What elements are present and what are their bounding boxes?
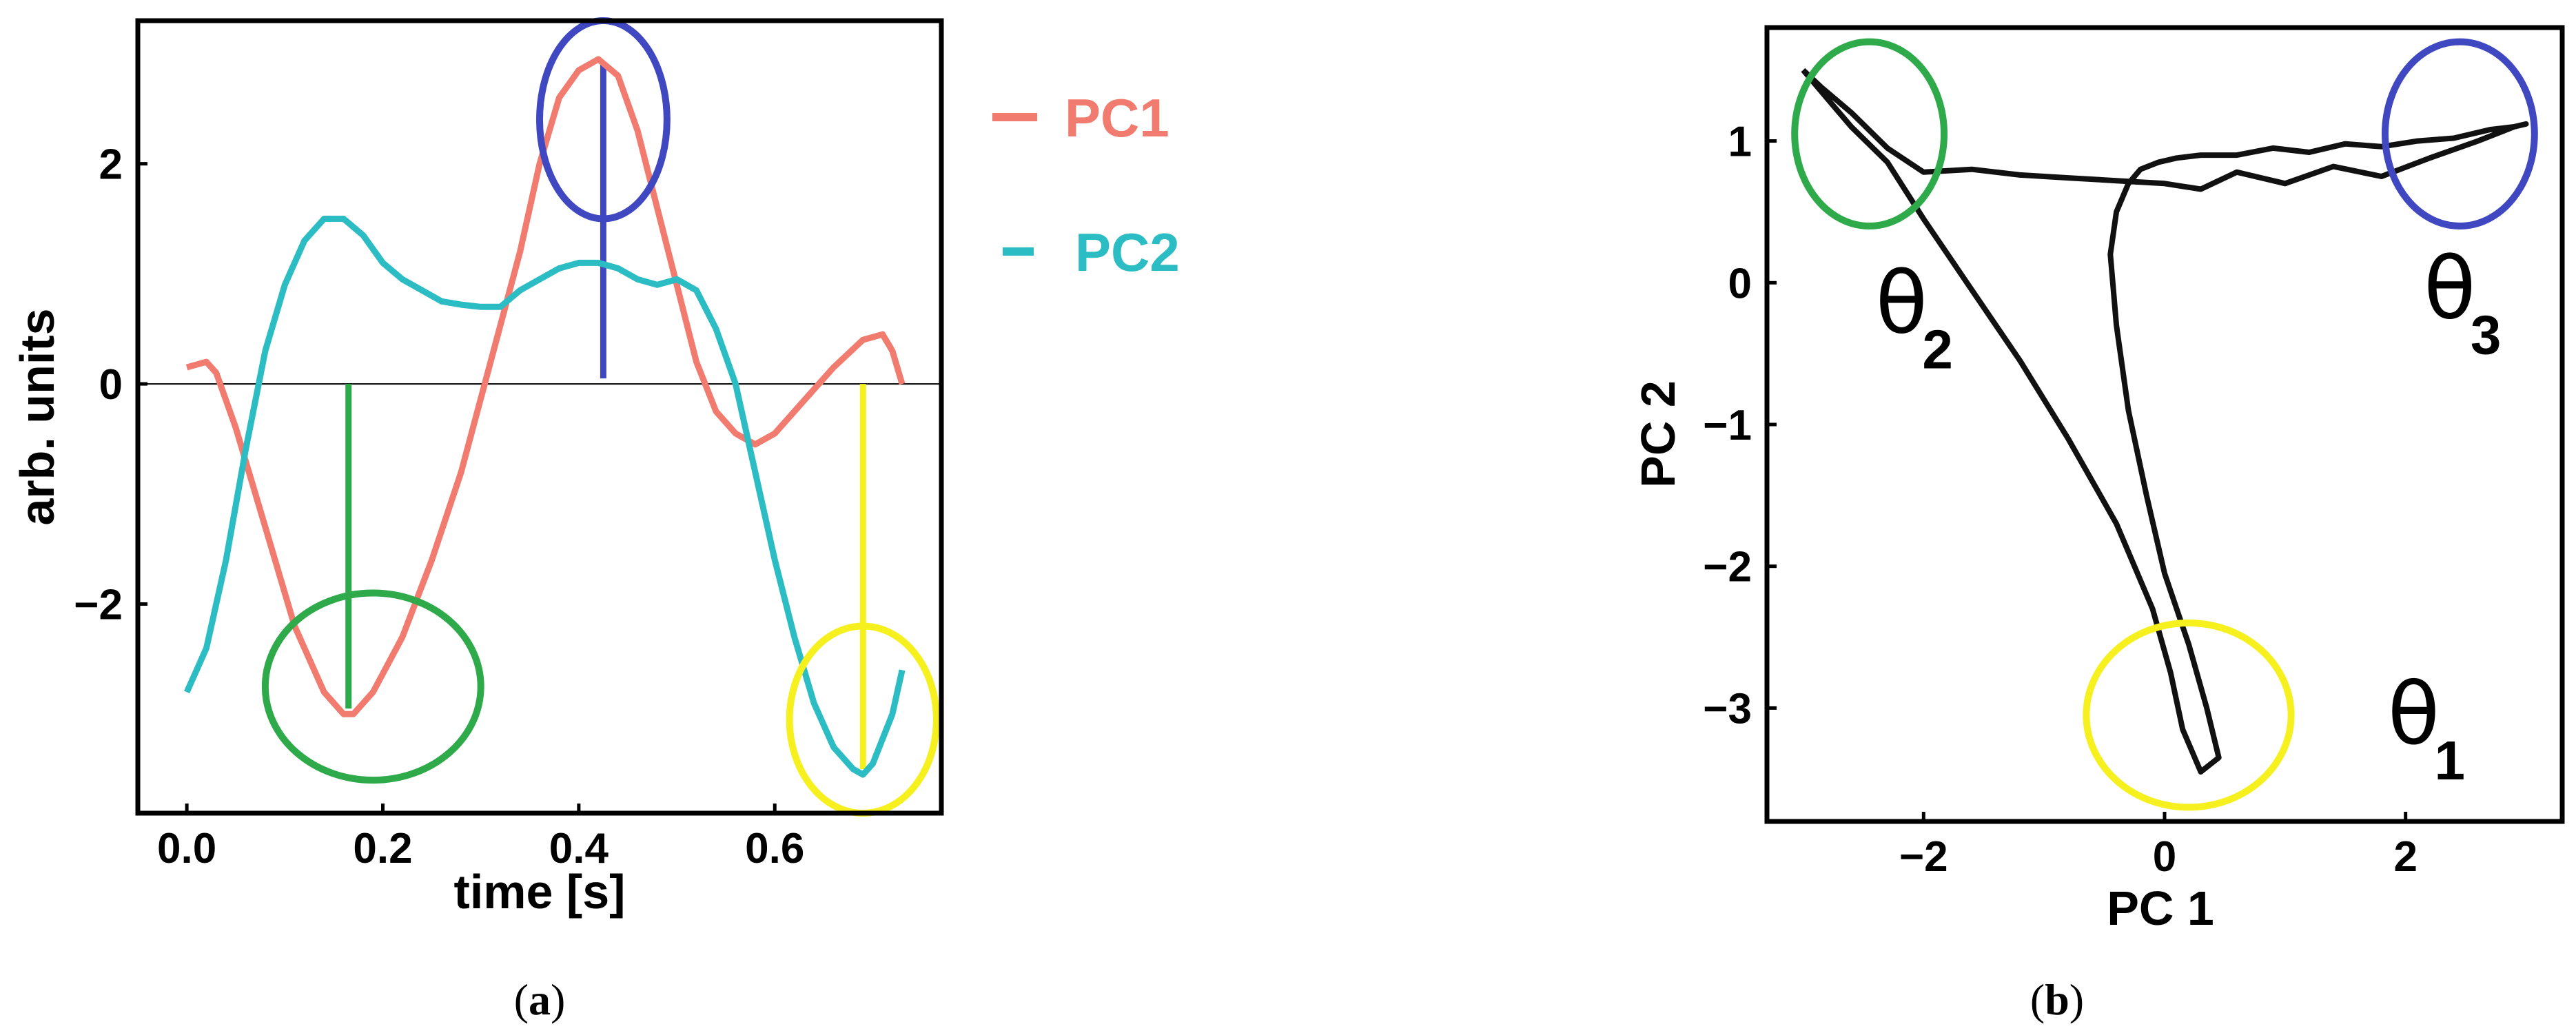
x-tick-label: 2 (2393, 833, 2417, 881)
theta-label-3: θ (2424, 240, 2476, 339)
y-tick-label: −1 (1703, 402, 1752, 449)
y-tick-label: 2 (99, 141, 123, 189)
theta-subscript-3: 3 (2471, 305, 2502, 366)
panel-a-legend: PC1 PC2 (992, 88, 1180, 283)
theta-subscript-2: 2 (1922, 318, 1953, 380)
panel-a-y-ticks: −2 0 2 (74, 141, 147, 629)
panel-a-ylabel: arb. units (10, 308, 64, 525)
y-tick-label: −3 (1703, 685, 1752, 733)
pc1-line (185, 56, 906, 717)
trajectory-line (1801, 68, 2529, 775)
x-tick-label: −2 (1899, 833, 1948, 881)
panel-b-xlabel: PC 1 (2107, 881, 2214, 935)
legend-pc2-label: PC2 (1075, 222, 1180, 283)
y-tick-label: 0 (1728, 260, 1752, 307)
panel-b-x-ticks: −2 0 2 (1899, 812, 2417, 881)
marker-circle-1 (2381, 38, 2538, 229)
theta-label-1: θ (2387, 665, 2440, 764)
panel-b-plot-area (1791, 38, 2538, 811)
panel-b-y-ticks: −3 −2 −1 0 1 (1703, 119, 1777, 733)
panel-a-frame (135, 18, 944, 816)
y-tick-label: −2 (74, 582, 123, 629)
x-tick-label: 0.0 (157, 825, 216, 872)
panel-b-ylabel: PC 2 (1631, 380, 1685, 488)
marker-circle-0 (1791, 38, 1948, 229)
panel-a-x-ticks: 0.0 0.2 0.4 0.6 (157, 804, 804, 872)
theta-subscript-1: 1 (2434, 730, 2465, 791)
marker-circle-2 (2083, 619, 2295, 811)
panel-b-caption-letter: b (2045, 975, 2069, 1024)
theta-label-2: θ (1875, 254, 1928, 353)
x-tick-label: 0 (2153, 833, 2176, 881)
marker-circle-1 (261, 589, 484, 784)
legend-pc1-label: PC1 (1065, 88, 1169, 148)
x-tick-label: 0.4 (549, 825, 609, 872)
y-tick-label: −2 (1703, 544, 1752, 591)
panel-a-caption: (a) (514, 975, 566, 1024)
panel-b-caption: (b) (2030, 975, 2084, 1024)
y-tick-label: 0 (99, 361, 123, 409)
panel-a-caption-letter: a (529, 975, 551, 1024)
x-tick-label: 0.6 (745, 825, 804, 872)
panel-a-xlabel: time [s] (454, 865, 626, 919)
x-tick-label: 0.2 (353, 825, 412, 872)
panel-a-plot-area (138, 17, 941, 817)
y-tick-label: 1 (1728, 119, 1752, 166)
panel-a-time-series: time [s] arb. units 0.0 0.2 0.4 0.6 −2 0 2 PC… (10, 17, 1180, 1024)
